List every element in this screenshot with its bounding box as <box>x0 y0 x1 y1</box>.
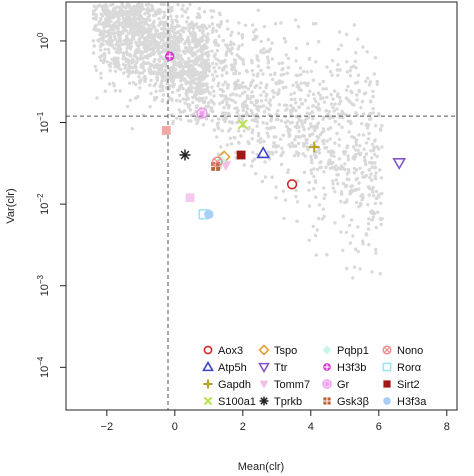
y-tick-label: 10−2 <box>36 193 51 215</box>
legend-item-ror: Rorα <box>382 362 422 374</box>
legend-label: Pqbp1 <box>337 345 369 357</box>
legend-label: Tspo <box>274 345 297 357</box>
legend-item-tspo: Tspo <box>258 344 297 357</box>
gene-markers <box>161 51 407 220</box>
legend-item-aox3: Aox3 <box>203 345 243 357</box>
legend-item-sirt2: Sirt2 <box>383 379 420 391</box>
legend-item-tomm7: Tomm7 <box>259 379 310 391</box>
x-tick-label: −2 <box>101 421 114 433</box>
legend-label: Ttr <box>274 362 288 374</box>
y-axis-ticks: 100 10−1 10−2 10−3 10−4 <box>36 32 66 378</box>
x-tick-label: 0 <box>172 421 178 433</box>
legend-label: Gapdh <box>218 379 251 391</box>
legend-label: H3f3a <box>397 396 427 408</box>
marker-unlabeled-17 <box>185 193 195 203</box>
legend-label: Rorα <box>397 362 422 374</box>
marker-s100a1 <box>237 119 248 130</box>
x-axis-label: Mean(clr) <box>238 461 284 473</box>
y-tick-label: 100 <box>36 32 51 49</box>
legend-label: Sirt2 <box>397 379 420 391</box>
legend-item-nono: Nono <box>382 345 423 357</box>
legend-item-h3f3b: H3f3b <box>323 362 366 374</box>
legend-label: Aox3 <box>218 345 243 357</box>
y-tick-label: 10−3 <box>36 274 51 296</box>
legend-label: Tomm7 <box>274 379 310 391</box>
legend-item-gapdh: Gapdh <box>203 379 251 391</box>
legend: Aox3 Atp5h Gapdh S100a1 Tspo Ttr Tomm7 Tprkb Pqb… <box>202 344 427 408</box>
marker-aox3 <box>286 179 298 190</box>
reference-lines <box>66 2 457 410</box>
marker-atp5h <box>256 146 271 159</box>
marker-tprkb <box>179 149 191 161</box>
legend-item-ttr: Ttr <box>258 362 288 374</box>
legend-item-gsk3: Gsk3β <box>323 396 369 408</box>
legend-label: Tprkb <box>274 396 302 408</box>
marker-nono <box>211 156 223 168</box>
marker-unlabeled-16 <box>161 126 171 135</box>
legend-item-gr: Gr <box>322 379 350 391</box>
legend-label: Atp5h <box>218 362 247 374</box>
y-axis-label: Var(clr) <box>5 188 17 223</box>
y-tick-label: 10−1 <box>36 111 51 133</box>
legend-item-h3f3a: H3f3a <box>383 396 427 408</box>
marker-sirt2 <box>236 150 246 160</box>
marker-h3f3a <box>204 209 214 220</box>
legend-label: Gr <box>337 379 350 391</box>
legend-item-atp5h: Atp5h <box>202 360 247 374</box>
marker-gr <box>196 107 208 119</box>
legend-item-s100a1: S100a1 <box>203 396 256 408</box>
legend-item-tprkb: Tprkb <box>259 396 302 408</box>
legend-item-pqbp1: Pqbp1 <box>322 345 369 357</box>
marker-ttr <box>392 157 407 171</box>
legend-label: Gsk3β <box>337 396 369 408</box>
x-tick-label: 6 <box>376 421 382 433</box>
legend-label: H3f3b <box>337 362 366 374</box>
x-tick-label: 2 <box>240 421 246 433</box>
background-points <box>91 2 384 280</box>
plot-frame <box>65 1 458 411</box>
y-tick-label: 10−4 <box>36 356 51 378</box>
x-tick-label: 8 <box>444 421 450 433</box>
legend-label: Nono <box>397 345 423 357</box>
x-axis-ticks: −2 0 2 4 6 8 <box>101 410 450 433</box>
marker-h3f3b <box>165 51 175 61</box>
background-point-cloud <box>91 2 384 280</box>
x-tick-label: 4 <box>308 421 314 433</box>
legend-label: S100a1 <box>218 396 256 408</box>
marker-gapdh <box>308 141 320 153</box>
